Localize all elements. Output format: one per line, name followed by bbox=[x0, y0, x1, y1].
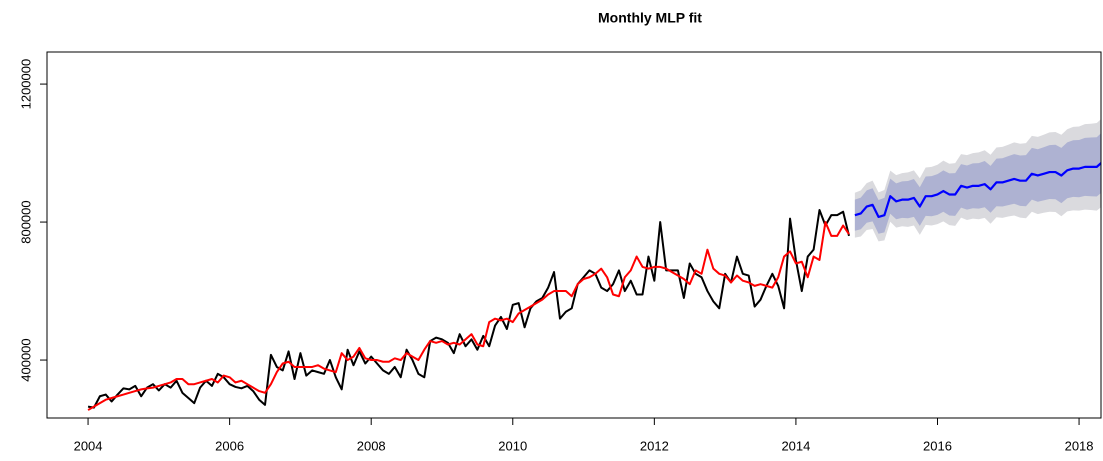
chart-title: Monthly MLP fit bbox=[598, 10, 702, 26]
x-tick-label: 2014 bbox=[781, 438, 810, 453]
series-line bbox=[87, 208, 850, 409]
x-tick-label: 2008 bbox=[357, 438, 386, 453]
x-tick-label: 2010 bbox=[498, 438, 527, 453]
plot-frame bbox=[46, 51, 1102, 419]
x-tick-label: 2018 bbox=[1065, 438, 1094, 453]
x-tick-label: 2012 bbox=[640, 438, 669, 453]
y-tick-label: 1200000 bbox=[18, 59, 33, 110]
x-tick-label: 2006 bbox=[215, 438, 244, 453]
interval-band bbox=[854, 133, 1101, 234]
x-tick-label: 2004 bbox=[74, 438, 103, 453]
series-line bbox=[87, 221, 850, 411]
y-tick-label: 400000 bbox=[18, 338, 33, 381]
plot-area bbox=[87, 119, 1101, 411]
x-tick-label: 2016 bbox=[923, 438, 952, 453]
series-line bbox=[854, 161, 1101, 218]
y-tick-label: 800000 bbox=[18, 200, 33, 243]
